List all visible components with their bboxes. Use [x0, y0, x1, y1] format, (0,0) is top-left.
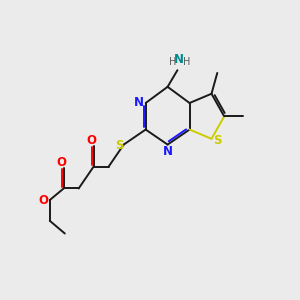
Text: H: H — [169, 57, 176, 68]
Text: N: N — [134, 97, 144, 110]
Text: S: S — [115, 139, 124, 152]
Text: O: O — [38, 194, 48, 206]
Text: N: N — [174, 53, 184, 66]
Text: H: H — [182, 57, 190, 68]
Text: N: N — [163, 145, 172, 158]
Text: S: S — [213, 134, 221, 147]
Text: O: O — [87, 134, 97, 147]
Text: O: O — [57, 156, 67, 169]
